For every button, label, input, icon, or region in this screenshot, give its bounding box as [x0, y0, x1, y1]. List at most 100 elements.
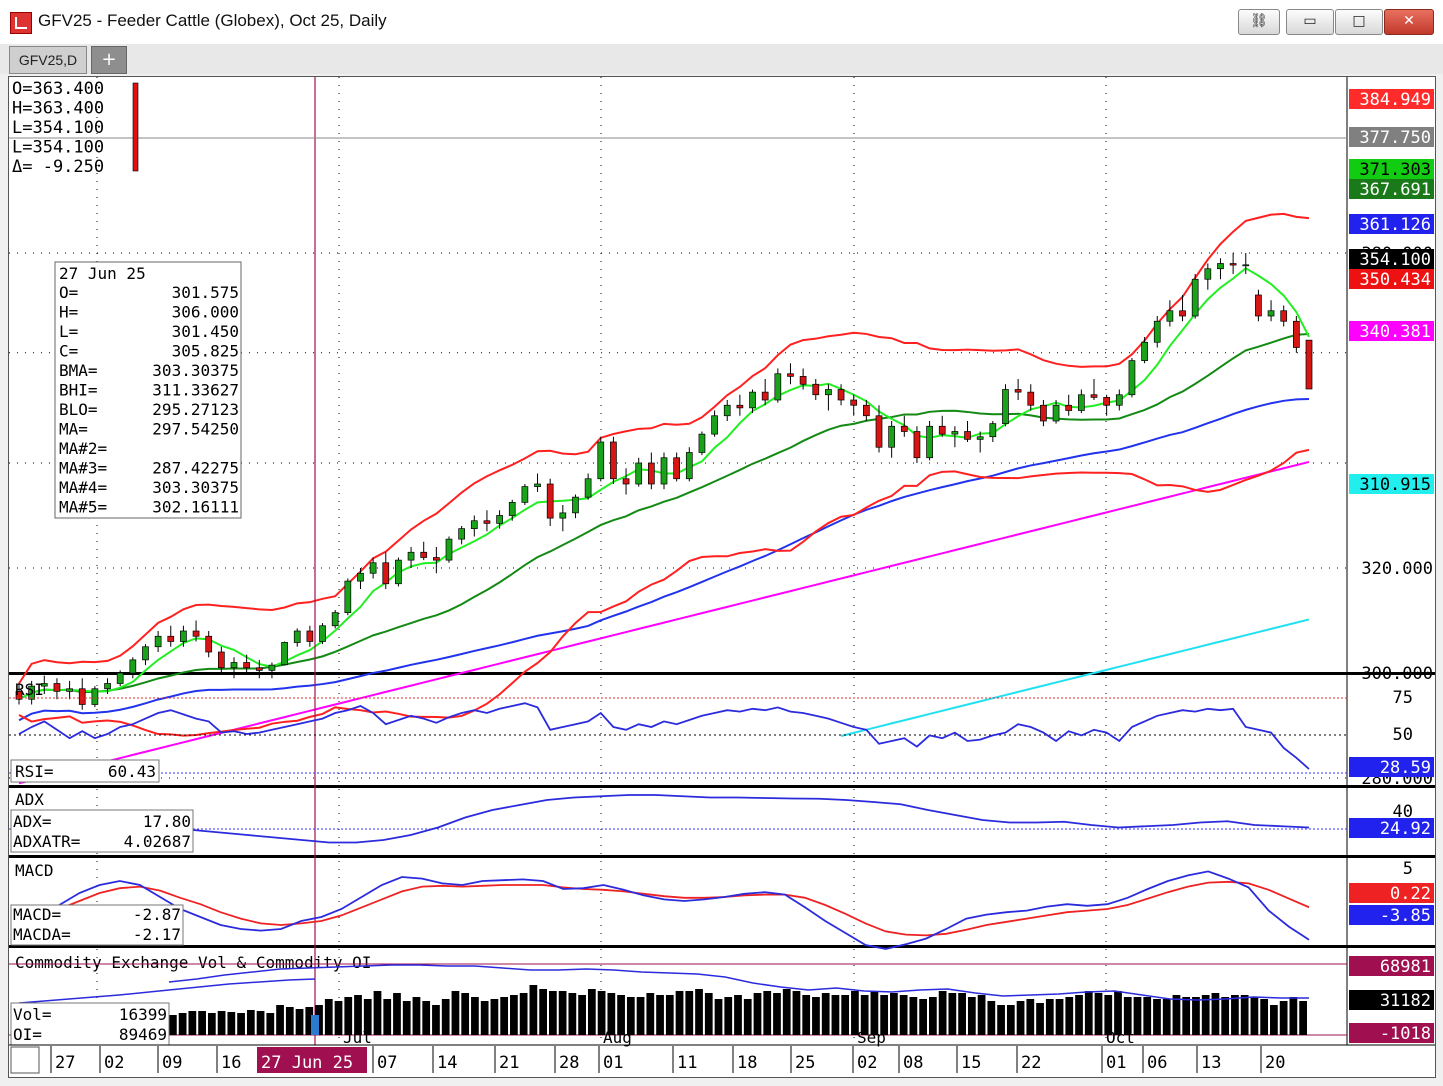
candle	[951, 431, 959, 435]
title-bar: GFV25 - Feeder Cattle (Globex), Oct 25, …	[0, 0, 1443, 45]
candle	[218, 651, 225, 669]
add-tab-button[interactable]: +	[91, 46, 127, 74]
candle	[1255, 294, 1262, 317]
volume-bar	[704, 993, 713, 1035]
candle	[913, 431, 921, 459]
volume-bar	[929, 997, 937, 1035]
volume-bar	[363, 999, 372, 1035]
candle	[1280, 310, 1288, 322]
candle	[15, 691, 23, 700]
candle	[357, 572, 364, 582]
price-label-box	[1349, 127, 1434, 147]
volume-bar	[1143, 997, 1152, 1035]
candle	[1128, 360, 1136, 396]
volume-bar	[1299, 1001, 1307, 1035]
volume-bar-highlight	[311, 1015, 319, 1035]
cursor-row-label: H=	[59, 303, 78, 322]
volume-bar	[1162, 999, 1171, 1035]
volume-bar	[656, 995, 664, 1035]
volume-bar	[1094, 993, 1103, 1035]
cursor-row-value: 306.000	[172, 303, 239, 322]
volume-bar	[880, 995, 889, 1035]
chart-area[interactable]: O=363.400 H=363.400 L=354.100 L=354.100 Δ= -…	[8, 76, 1436, 1078]
volume-bar	[1055, 999, 1064, 1035]
candle	[104, 683, 111, 690]
candle	[799, 376, 807, 385]
macd-tick-5: 5	[1403, 859, 1413, 879]
volume-bar	[451, 991, 460, 1035]
maximize-button[interactable]: □	[1335, 9, 1383, 35]
vol-readout-value: 16399	[119, 1005, 167, 1024]
cursor-row-label: MA#3=	[59, 459, 107, 478]
close-button[interactable]: ✕	[1384, 9, 1434, 35]
x-month-label: Oct	[1106, 1028, 1135, 1047]
volume-bar	[432, 1005, 440, 1035]
window-title: GFV25 - Feeder Cattle (Globex), Oct 25, …	[38, 11, 387, 30]
candle	[243, 662, 250, 669]
adx-last-box	[1349, 818, 1434, 838]
volume-bar	[285, 1007, 294, 1035]
candle	[1166, 310, 1174, 322]
volume-bar	[315, 1005, 323, 1035]
bollinger-upper-line	[18, 212, 1310, 685]
volume-bar	[1065, 997, 1074, 1035]
volume-bar	[753, 993, 762, 1035]
adxatr-readout-value: 4.02687	[124, 832, 191, 851]
x-day-label: 11	[677, 1053, 697, 1073]
ohlc-readout-line: Δ= -9.250	[12, 157, 104, 177]
macd-readout-label: MACD=	[13, 905, 61, 924]
x-day-label: 15	[961, 1053, 981, 1073]
volume-bar	[1026, 999, 1035, 1035]
panel-divider	[9, 855, 1435, 858]
volume-bar	[1075, 995, 1083, 1035]
price-label-box	[1349, 321, 1434, 341]
volume-bar	[373, 991, 382, 1035]
candle	[584, 478, 592, 498]
candle	[1305, 339, 1313, 390]
candle	[723, 404, 731, 417]
minimize-button[interactable]: ▭	[1286, 9, 1334, 35]
candle	[787, 373, 794, 377]
candle	[192, 630, 200, 637]
adx-readout-value: 17.80	[143, 812, 191, 831]
price-label-box	[1349, 474, 1434, 494]
volume-bar	[1192, 997, 1200, 1035]
volume-bar	[383, 999, 392, 1035]
x-day-label: 08	[903, 1053, 923, 1073]
candle	[53, 683, 61, 692]
candle	[154, 635, 162, 648]
candle	[761, 391, 769, 401]
x-day-label: 13	[1201, 1053, 1221, 1073]
candle	[572, 496, 579, 514]
tab-chart[interactable]: GFV25,D	[9, 46, 87, 74]
cursor-row-label: L=	[59, 322, 78, 341]
cursor-row-label: BHI=	[59, 381, 98, 400]
ohlc-readout-line: L=354.100	[12, 138, 104, 158]
x-day-label: 02	[104, 1053, 124, 1073]
volume-bar	[266, 1013, 275, 1035]
cursor-date: 27 Jun 25	[59, 264, 146, 283]
price-label: 310.915	[1359, 475, 1431, 495]
volume-bar	[276, 1005, 284, 1035]
candle	[900, 425, 908, 432]
macd-line	[18, 870, 1310, 950]
volume-bar	[851, 991, 859, 1035]
link-icon[interactable]: ⛓	[1238, 9, 1280, 35]
rsi-readout-box	[10, 759, 160, 783]
candle	[508, 502, 516, 516]
candle	[1293, 320, 1300, 348]
candle	[496, 515, 503, 524]
macd-title: MACD	[15, 861, 54, 880]
candle	[989, 423, 997, 438]
volume-bar	[831, 995, 840, 1035]
candle	[559, 512, 567, 519]
volume-bar	[1153, 999, 1161, 1035]
price-label-box	[1349, 269, 1434, 289]
volume-bar	[188, 1011, 197, 1035]
volume-bar	[987, 1001, 996, 1035]
volume-bar	[734, 995, 742, 1035]
rsi-tick-75: 75	[1393, 688, 1413, 708]
candle	[850, 399, 858, 406]
volume-bar	[1240, 995, 1249, 1035]
